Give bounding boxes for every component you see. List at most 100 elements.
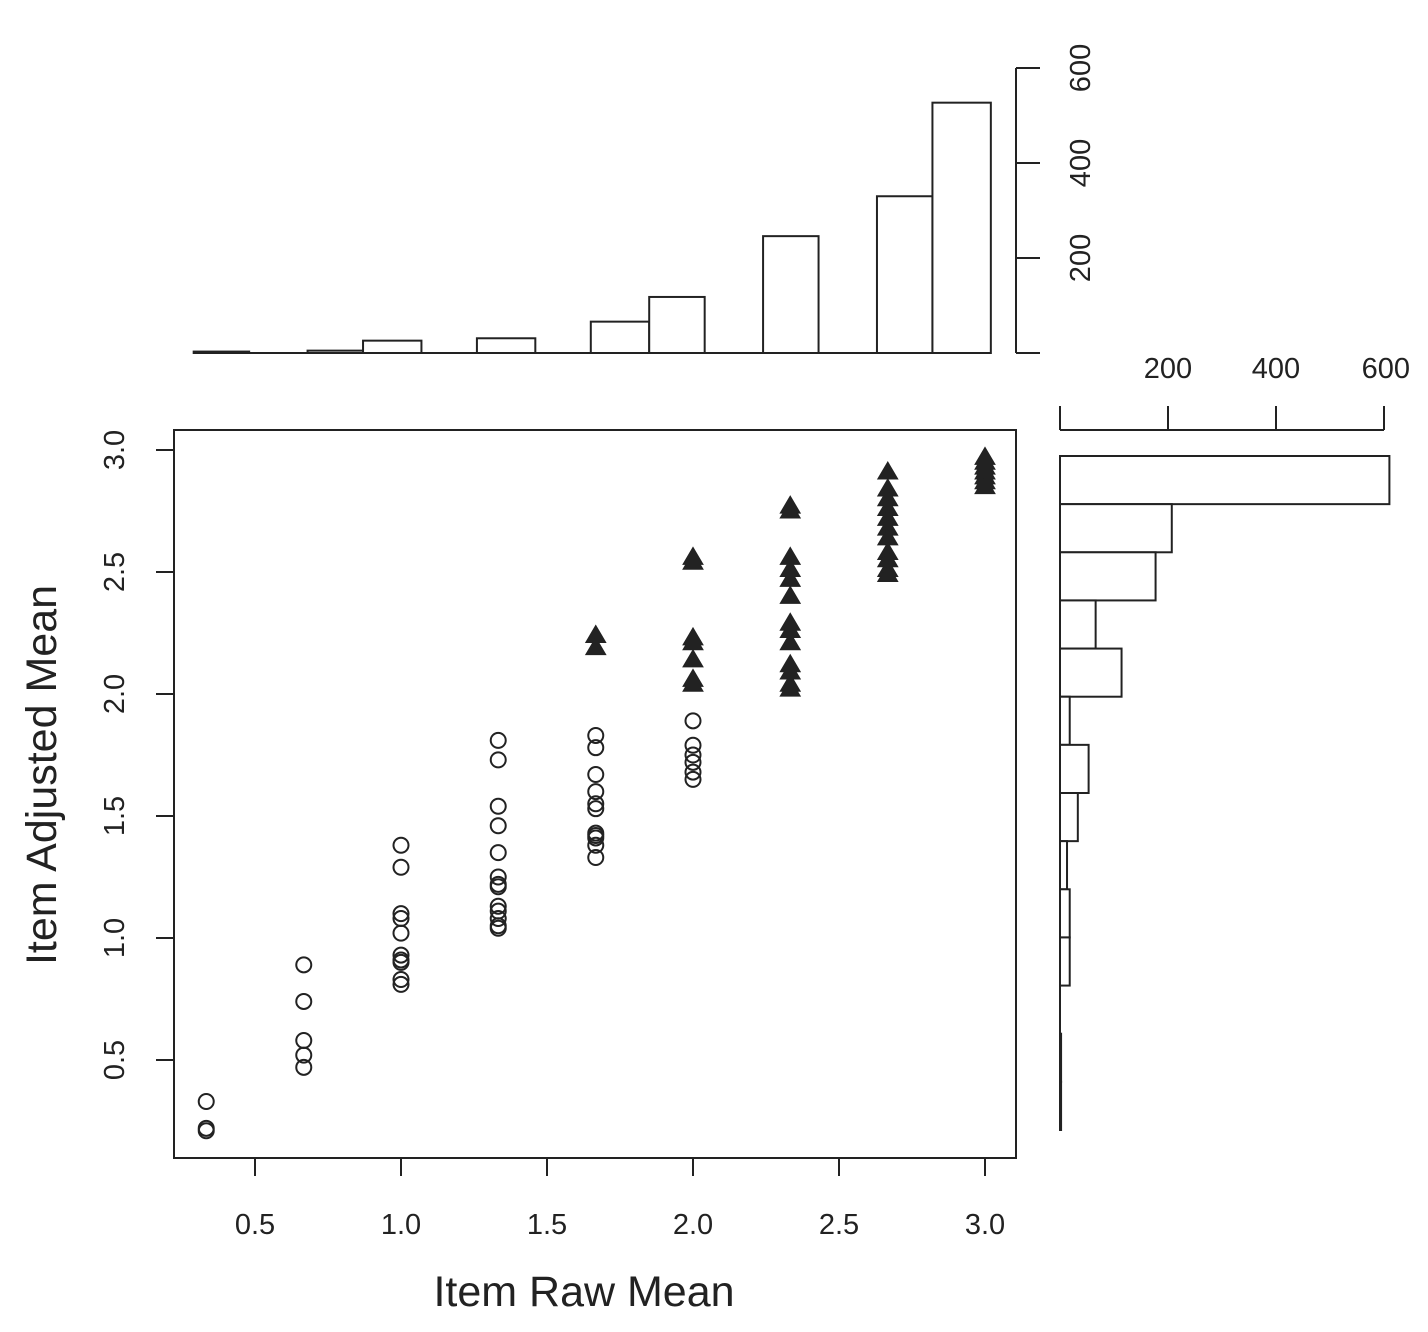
top-histogram-axis: 200 400 600	[1015, 44, 1097, 354]
circle-point	[392, 905, 410, 923]
right-histogram-bar	[1059, 647, 1123, 698]
circle-point	[392, 924, 410, 942]
top-histogram-bar	[762, 235, 820, 354]
top-histogram-bars	[192, 101, 992, 355]
circle-point	[197, 1122, 215, 1140]
x-tick-label: 3.0	[965, 1209, 1005, 1241]
triangle-point	[974, 475, 996, 495]
y-tick-label: 2.0	[99, 674, 131, 714]
y-tick-label: 1.0	[99, 918, 131, 958]
scatter-points	[197, 446, 996, 1140]
right-histogram-bar	[1059, 455, 1391, 506]
circle-point	[489, 751, 507, 769]
x-tick-label: 2.5	[819, 1209, 859, 1241]
circle-point	[587, 795, 605, 813]
triangle-point	[682, 648, 704, 668]
circle-point	[392, 836, 410, 854]
right-histogram-bar	[1059, 599, 1097, 650]
circle-point	[587, 848, 605, 866]
circle-point	[587, 800, 605, 818]
x-tick-label: 0.5	[235, 1209, 275, 1241]
triangle-point	[876, 563, 899, 582]
triangle-point	[779, 631, 802, 651]
triangle-point	[876, 460, 899, 480]
circle-point	[489, 868, 507, 886]
right-histogram-bar	[1059, 695, 1071, 746]
circle-point	[197, 1092, 215, 1110]
circle-point	[489, 844, 507, 862]
y-tick-label: 2.5	[99, 552, 131, 592]
circle-point	[295, 1046, 313, 1064]
triangle-point	[779, 678, 802, 697]
right-histogram-bar	[1059, 936, 1071, 987]
circle-point	[489, 919, 507, 937]
circle-point	[587, 783, 605, 801]
circle-point	[295, 1031, 313, 1049]
triangle-point	[779, 500, 802, 519]
circle-point	[392, 953, 410, 971]
top-histogram-bar	[589, 320, 651, 354]
circle-point	[392, 858, 410, 876]
y-tick-label: 0.5	[99, 1040, 131, 1080]
top-histogram-tick-label: 600	[1065, 44, 1097, 92]
y-tick-label: 1.5	[99, 796, 131, 836]
circle-point	[684, 736, 702, 754]
circle-point	[489, 909, 507, 927]
circle-point	[684, 770, 702, 788]
right-histogram-bars	[1059, 455, 1391, 1132]
top-histogram-bar	[362, 339, 423, 354]
circle-point	[392, 970, 410, 988]
top-histogram-bar	[931, 101, 992, 354]
circle-point	[489, 878, 507, 896]
circle-point	[295, 992, 313, 1010]
x-axis-title: Item Raw Mean	[433, 1268, 734, 1316]
triangle-point	[779, 585, 802, 604]
plot-frame	[173, 429, 1017, 1159]
right-histogram-bar	[1059, 551, 1157, 602]
circle-point	[295, 956, 313, 974]
top-histogram-tick-label: 400	[1065, 139, 1097, 187]
right-histogram-tick-label: 200	[1144, 353, 1192, 385]
circle-point	[587, 766, 605, 784]
circle-point	[489, 817, 507, 835]
right-histogram: 200 400 600	[1059, 353, 1410, 1132]
right-histogram-bar	[1059, 743, 1090, 794]
x-tick-label: 1.5	[527, 1209, 567, 1241]
circle-point	[489, 797, 507, 815]
top-histogram-bar	[875, 195, 934, 354]
circle-point	[295, 1058, 313, 1076]
x-tick-label: 2.0	[673, 1209, 713, 1241]
right-histogram-bar	[1059, 840, 1069, 891]
circle-point	[392, 975, 410, 993]
x-tick-label: 1.0	[381, 1209, 421, 1241]
circle-point	[684, 763, 702, 781]
y-axis-title: Item Adjusted Mean	[18, 585, 66, 965]
triangle-point	[682, 551, 704, 570]
scatter-panel: 0.5 1.0 1.5 2.0 2.5 3.0 0.5 1.0 1.5 2.0 2.5 3.0 Ite…	[18, 429, 1017, 1316]
top-histogram-bar	[475, 337, 537, 354]
circle-point	[587, 726, 605, 744]
circle-point	[392, 946, 410, 964]
circle-point	[587, 836, 605, 854]
triangle-point	[584, 636, 607, 656]
right-histogram-bar	[1059, 888, 1071, 939]
circle-point	[587, 829, 605, 847]
scatter-ticks: 0.5 1.0 1.5 2.0 2.5 3.0 0.5 1.0 1.5 2.0 2.5 3.0	[99, 430, 1005, 1241]
circle-point	[684, 746, 702, 764]
triangle-point	[682, 673, 704, 692]
right-histogram-bar	[1059, 503, 1173, 554]
circle-point	[684, 712, 702, 730]
circle-point	[587, 739, 605, 757]
right-histogram-tick-label: 400	[1252, 353, 1300, 385]
right-histogram-axis: 200 400 600	[1059, 353, 1410, 431]
top-histogram: 200 400 600	[192, 44, 1097, 355]
circle-point	[489, 897, 507, 915]
circle-point	[489, 731, 507, 749]
top-histogram-bar	[648, 295, 706, 355]
right-histogram-bar	[1059, 792, 1079, 843]
right-histogram-tick-label: 600	[1362, 353, 1410, 385]
circle-point	[684, 753, 702, 771]
top-histogram-tick-label: 200	[1065, 234, 1097, 282]
y-tick-label: 3.0	[99, 430, 131, 470]
